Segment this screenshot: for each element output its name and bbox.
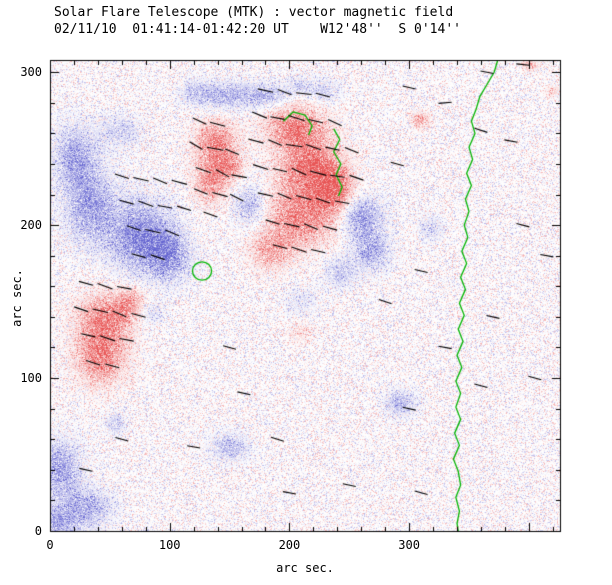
x-tick-label: 100 xyxy=(158,538,181,552)
y-tick-label: 200 xyxy=(20,218,42,233)
plot-title: Solar Flare Telescope (MTK) : vector mag… xyxy=(54,5,454,20)
y-tick-label: 300 xyxy=(20,65,42,80)
y-axis-label: arc sec. xyxy=(10,269,24,327)
plot-subtitle: 02/11/10 01:41:14-01:42:20 UT W12'48'' S… xyxy=(54,22,461,37)
y-tick-label: 100 xyxy=(20,371,42,386)
x-tick-label: 200 xyxy=(278,538,301,552)
x-tick-label: 300 xyxy=(398,538,420,552)
x-axis-label: arc sec. xyxy=(276,561,334,575)
x-tick-label: 0 xyxy=(46,538,54,552)
y-tick-label: 0 xyxy=(34,524,42,538)
